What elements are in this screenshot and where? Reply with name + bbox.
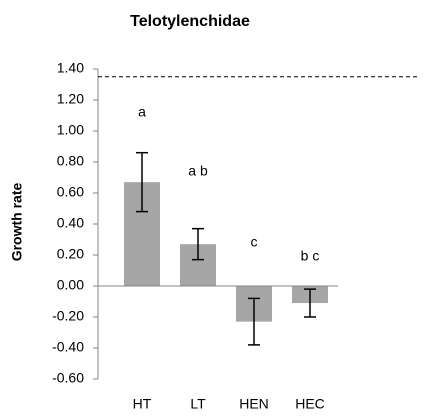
significance-label: c — [251, 234, 258, 250]
y-tick-label: 0.00 — [57, 277, 84, 293]
x-tick-label: HEN — [239, 396, 269, 412]
x-tick-label: HEC — [295, 396, 325, 412]
y-tick-label: -0.40 — [52, 339, 84, 355]
x-tick-label: LT — [190, 396, 206, 412]
y-tick-label: 1.20 — [57, 91, 84, 107]
significance-label: a — [138, 104, 146, 120]
y-tick-label: -0.20 — [52, 308, 84, 324]
y-tick-label: 0.20 — [57, 246, 84, 262]
y-tick-label: 0.60 — [57, 184, 84, 200]
y-axis-label: Growth rate — [9, 183, 25, 262]
y-tick-label: 0.80 — [57, 153, 84, 169]
significance-label: a b — [188, 163, 208, 179]
x-tick-label: HT — [133, 396, 152, 412]
y-tick-label: 0.40 — [57, 215, 84, 231]
y-tick-label: -0.60 — [52, 370, 84, 386]
y-tick-label: 1.00 — [57, 122, 84, 138]
significance-label: b c — [301, 248, 320, 264]
y-tick-label: 1.40 — [57, 60, 84, 76]
chart-title: Telotylenchidae — [130, 13, 250, 30]
